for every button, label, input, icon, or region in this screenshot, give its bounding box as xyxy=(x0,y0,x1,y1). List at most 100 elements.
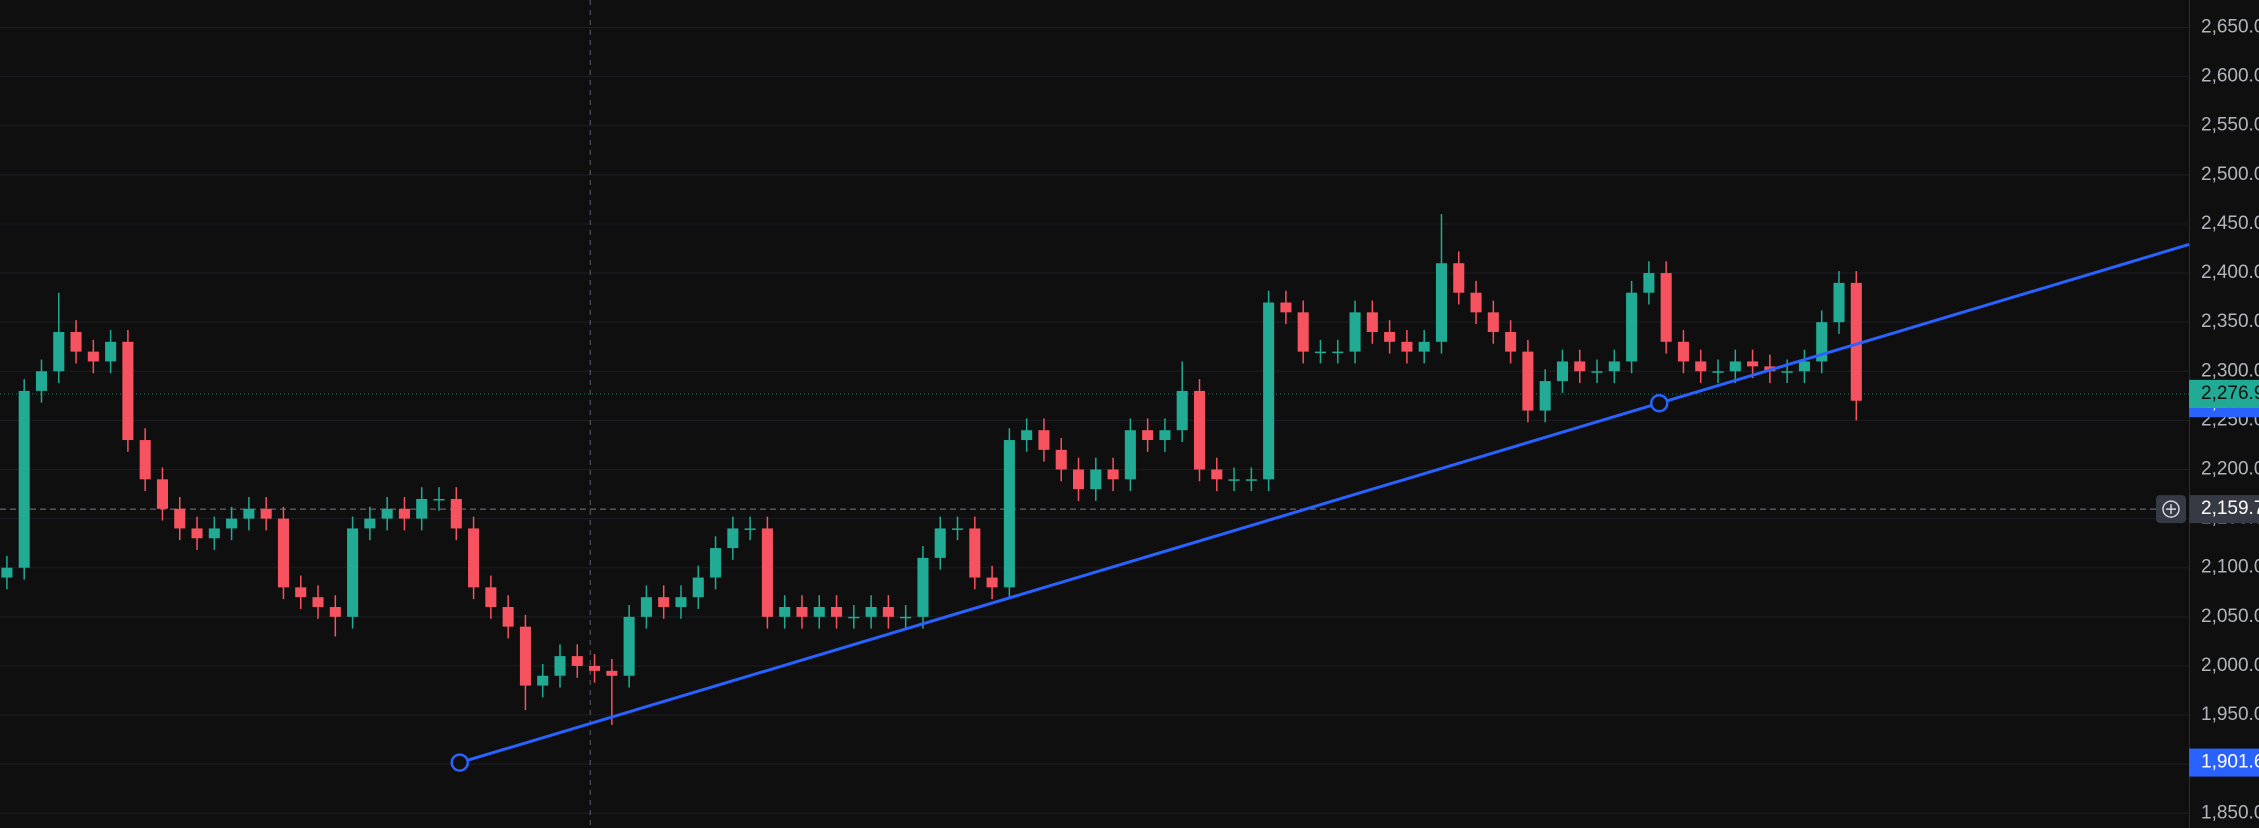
candle-body xyxy=(1729,361,1741,372)
candle-body xyxy=(1781,371,1793,373)
y-tick-label: 2,000.0 xyxy=(2201,655,2259,676)
trend-line xyxy=(459,401,1660,765)
crosshair-button-icon xyxy=(2162,500,2180,518)
candle-body xyxy=(208,528,220,539)
candle-body xyxy=(1038,430,1050,450)
y-tick-label: 2,100.0 xyxy=(2201,557,2259,578)
y-tick-label: 2,350.0 xyxy=(2201,311,2259,332)
price-label-box xyxy=(2189,495,2259,524)
candle-body xyxy=(485,587,497,608)
candle-body xyxy=(831,607,843,617)
candle-body xyxy=(1193,390,1206,470)
candle-body xyxy=(1470,292,1482,313)
candle-body xyxy=(761,528,773,617)
candle-body xyxy=(986,577,998,588)
candle-body xyxy=(364,518,376,529)
candle-body xyxy=(1539,381,1551,411)
candle-body xyxy=(1142,430,1154,441)
candle-body xyxy=(848,616,860,619)
candle-body xyxy=(35,371,48,391)
candle-body xyxy=(571,656,583,666)
candle-body xyxy=(329,607,341,617)
candle-body xyxy=(105,341,117,362)
candle-body xyxy=(1660,273,1672,342)
candle-body xyxy=(1418,341,1430,352)
candle-body xyxy=(1384,331,1396,342)
candle-body xyxy=(519,626,531,686)
candle-body xyxy=(675,597,687,608)
candle-body xyxy=(1332,351,1344,354)
price-label: 2,276.9 xyxy=(2201,383,2259,404)
y-tick-label: 2,050.0 xyxy=(2201,606,2259,627)
candle-body xyxy=(1055,449,1067,470)
candle-body xyxy=(243,508,255,519)
candle-body xyxy=(1211,469,1223,480)
candle-body xyxy=(1159,430,1171,441)
candle-body xyxy=(744,528,756,530)
candle-body xyxy=(1090,469,1102,490)
candle-body xyxy=(813,607,825,617)
candle-body xyxy=(87,351,99,362)
candle-body xyxy=(53,331,65,372)
trend-anchor xyxy=(450,753,470,772)
candle-body xyxy=(226,518,238,529)
candle-body xyxy=(468,528,480,588)
price-label-box xyxy=(2189,748,2259,777)
candle-body xyxy=(347,528,359,617)
candle-body xyxy=(710,548,722,578)
candle-body xyxy=(1297,312,1309,352)
candle-body xyxy=(1435,263,1448,342)
y-tick-label: 1,950.0 xyxy=(2201,704,2259,725)
price-label: 1,901.6 xyxy=(2201,752,2259,773)
candle-body xyxy=(1453,263,1465,293)
y-tick-label: 1,850.0 xyxy=(2201,802,2259,823)
candle-body xyxy=(1124,430,1136,480)
candle-body xyxy=(398,508,410,519)
candle-body xyxy=(381,508,393,519)
candle-body xyxy=(1228,479,1240,481)
candle-body xyxy=(692,577,704,598)
candle-body xyxy=(882,607,894,617)
candle-body xyxy=(1833,282,1845,323)
candle-body xyxy=(1556,361,1568,382)
candle-body xyxy=(1107,469,1119,480)
candle-body xyxy=(191,528,203,539)
candle-body xyxy=(1712,371,1724,373)
candle-body xyxy=(1003,440,1015,588)
y-tick-label: 2,450.0 xyxy=(2201,213,2259,234)
candle-body xyxy=(122,341,134,441)
candle-body xyxy=(1072,469,1085,490)
candle-body xyxy=(1263,302,1275,480)
candle-body xyxy=(1505,331,1517,352)
candle-body xyxy=(450,498,462,529)
price-label: 2,159.7 xyxy=(2201,498,2259,519)
candle-body xyxy=(951,528,964,530)
y-tick-label: 2,650.0 xyxy=(2201,17,2259,38)
candle-body xyxy=(779,607,791,617)
candle-body xyxy=(1747,361,1759,367)
candle-body xyxy=(969,528,981,578)
candle-body xyxy=(156,479,168,509)
candle-body xyxy=(1314,351,1327,354)
candle-body xyxy=(640,597,652,617)
candle-body xyxy=(1643,273,1655,293)
price-label-box xyxy=(2189,379,2259,408)
candle-body xyxy=(1021,430,1033,441)
candle-body xyxy=(312,597,324,608)
candle-body xyxy=(1176,390,1188,431)
candle-body xyxy=(1349,312,1361,352)
candle-body xyxy=(917,557,929,617)
y-tick-label: 2,550.0 xyxy=(2201,115,2259,136)
candle-body xyxy=(18,390,30,568)
candle-body xyxy=(1695,361,1707,372)
candle-body xyxy=(658,597,670,608)
y-tick-label: 2,500.0 xyxy=(2201,164,2259,185)
candle-body xyxy=(796,607,808,617)
candle-body xyxy=(70,331,82,352)
candle-body xyxy=(139,440,151,480)
candle-body xyxy=(900,616,912,619)
trend-line-extension xyxy=(1658,243,2190,405)
